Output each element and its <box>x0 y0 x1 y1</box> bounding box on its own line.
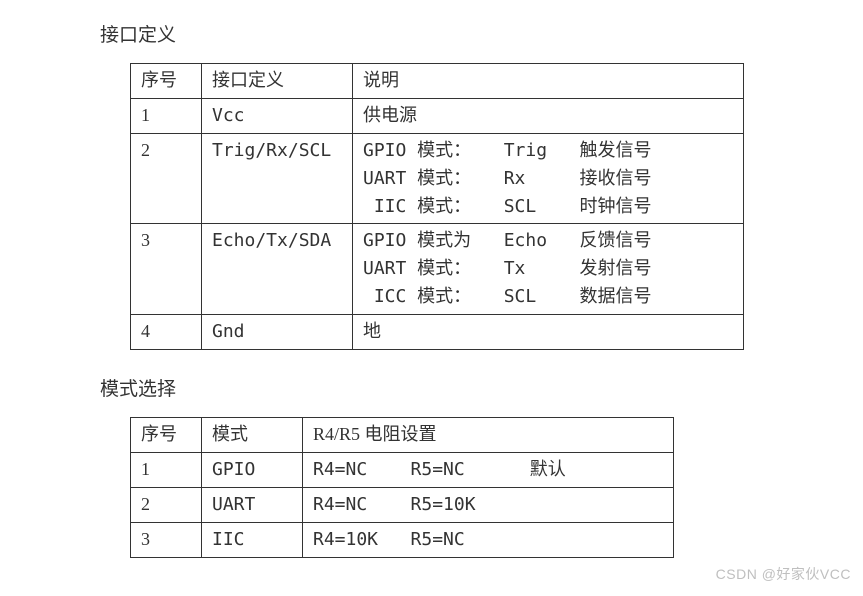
header-mode: 模式 <box>202 418 303 453</box>
cell-def: Echo/Tx/SDA <box>202 224 353 315</box>
cell-set: R4=NC R5=10K <box>303 487 674 522</box>
cell-desc: 供电源 <box>353 98 744 133</box>
cell-idx: 1 <box>131 452 202 487</box>
cell-desc: GPIO 模式： Trig 触发信号 UART 模式： Rx 接收信号 IIC … <box>353 133 744 224</box>
cell-idx: 2 <box>131 487 202 522</box>
table-row: 2 Trig/Rx/SCL GPIO 模式： Trig 触发信号 UART 模式… <box>131 133 744 224</box>
section1-title: 接口定义 <box>100 20 763 47</box>
mode-table: 序号 模式 R4/R5 电阻设置 1 GPIO R4=NC R5=NC 默认 2… <box>130 417 674 558</box>
cell-mode: IIC <box>202 522 303 557</box>
header-desc: 说明 <box>353 64 744 99</box>
table-header-row: 序号 接口定义 说明 <box>131 64 744 99</box>
cell-idx: 1 <box>131 98 202 133</box>
cell-idx: 2 <box>131 133 202 224</box>
cell-set: R4=10K R5=NC <box>303 522 674 557</box>
cell-mode: UART <box>202 487 303 522</box>
table-row: 1 Vcc 供电源 <box>131 98 744 133</box>
cell-desc: 地 <box>353 315 744 350</box>
cell-def: Vcc <box>202 98 353 133</box>
cell-set: R4=NC R5=NC 默认 <box>303 452 674 487</box>
table-row: 2 UART R4=NC R5=10K <box>131 487 674 522</box>
table-header-row: 序号 模式 R4/R5 电阻设置 <box>131 418 674 453</box>
header-idx: 序号 <box>131 418 202 453</box>
table-row: 1 GPIO R4=NC R5=NC 默认 <box>131 452 674 487</box>
cell-def: Trig/Rx/SCL <box>202 133 353 224</box>
table-row: 3 IIC R4=10K R5=NC <box>131 522 674 557</box>
cell-idx: 3 <box>131 522 202 557</box>
cell-idx: 3 <box>131 224 202 315</box>
header-set: R4/R5 电阻设置 <box>303 418 674 453</box>
interface-table: 序号 接口定义 说明 1 Vcc 供电源 2 Trig/Rx/SCL GPIO … <box>130 63 744 350</box>
header-def: 接口定义 <box>202 64 353 99</box>
section2-title: 模式选择 <box>100 374 763 401</box>
table-row: 4 Gnd 地 <box>131 315 744 350</box>
watermark-text: CSDN @好家伙VCC <box>716 564 851 584</box>
cell-desc: GPIO 模式为 Echo 反馈信号 UART 模式： Tx 发射信号 ICC … <box>353 224 744 315</box>
cell-def: Gnd <box>202 315 353 350</box>
header-idx: 序号 <box>131 64 202 99</box>
table-row: 3 Echo/Tx/SDA GPIO 模式为 Echo 反馈信号 UART 模式… <box>131 224 744 315</box>
cell-idx: 4 <box>131 315 202 350</box>
page-root: 接口定义 序号 接口定义 说明 1 Vcc 供电源 2 Trig/Rx/SCL … <box>0 0 863 558</box>
cell-mode: GPIO <box>202 452 303 487</box>
